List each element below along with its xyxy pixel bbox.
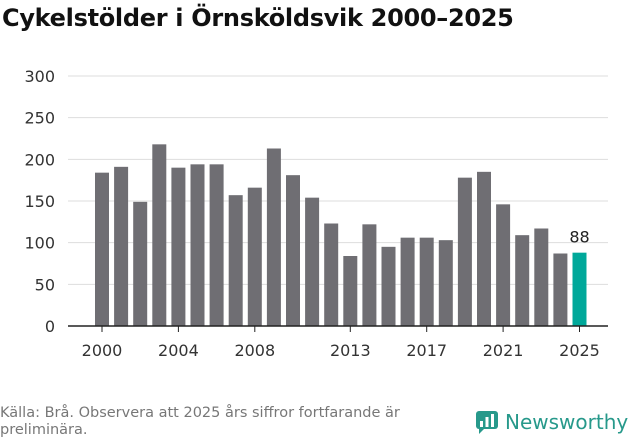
y-axis-labels: 0 50 100 150 200 250 300 (24, 67, 55, 336)
y-tick-label: 0 (45, 317, 55, 336)
chart-title: Cykelstölder i Örnsköldsvik 2000–2025 (2, 4, 514, 32)
y-tick-label: 100 (24, 234, 55, 253)
bar-2011: 2011: 154 (305, 197, 320, 326)
y-tick-label: 250 (24, 109, 55, 128)
x-tick-label: 2017 (406, 341, 447, 360)
bar-2025: 2025: 88 (572, 252, 587, 326)
y-tick-label: 200 (24, 150, 55, 169)
bar-2003: 2003: 218 (152, 144, 167, 326)
x-axis: 2000 2004 2008 2013 2017 2021 2025 (68, 325, 608, 360)
newsworthy-logo: Newsworthy (475, 408, 628, 436)
bar-2004: 2004: 190 (171, 167, 186, 326)
x-tick-label: 2021 (483, 341, 524, 360)
data-label-2025: 88 (569, 228, 589, 247)
bar-2016: 2016: 106 (400, 237, 415, 326)
bar-2009: 2009: 213 (266, 148, 281, 326)
bar-2019: 2019: 178 (457, 177, 472, 326)
y-tick-label: 50 (35, 275, 55, 294)
bar-2006: 2006: 194 (209, 164, 224, 326)
bar-2020: 2020: 185 (477, 171, 491, 326)
x-tick-label: 2013 (330, 341, 371, 360)
x-tick-label: 2000 (82, 341, 123, 360)
bar-2023: 2023: 117 (534, 228, 549, 326)
x-tick-label: 2025 (559, 341, 600, 360)
y-tick-label: 300 (24, 67, 55, 86)
bar-2008: 2008: 166 (247, 187, 262, 326)
bar-2018: 2018: 103 (438, 240, 453, 326)
bar-2000: 2000: 184 (95, 172, 109, 326)
bar-2001: 2001: 191 (114, 166, 129, 326)
bar-2017: 2017: 106 (419, 237, 434, 326)
bar-2012: 2012: 123 (324, 223, 339, 326)
bar-2021: 2021: 146 (496, 204, 511, 326)
annotations: 88 (569, 228, 589, 247)
bar-2013: 2013: 84 (343, 256, 358, 326)
bar-2010: 2010: 181 (286, 175, 300, 326)
bar-2007: 2007: 157 (228, 195, 243, 326)
x-tick-label: 2008 (234, 341, 275, 360)
bar-2015: 2015: 95 (381, 246, 396, 326)
x-tick-label: 2004 (158, 341, 199, 360)
bar-chart-bubble-icon (476, 411, 498, 434)
brand-name: Newsworthy (505, 410, 629, 434)
source-note: Källa: Brå. Observera att 2025 års siffr… (0, 405, 400, 438)
bar-2022: 2022: 109 (515, 235, 530, 326)
y-tick-label: 150 (24, 192, 55, 211)
bar-2014: 2014: 122 (362, 224, 377, 326)
bar-2005: 2005: 194 (190, 164, 205, 326)
bar-2024: 2024: 87 (553, 253, 568, 326)
